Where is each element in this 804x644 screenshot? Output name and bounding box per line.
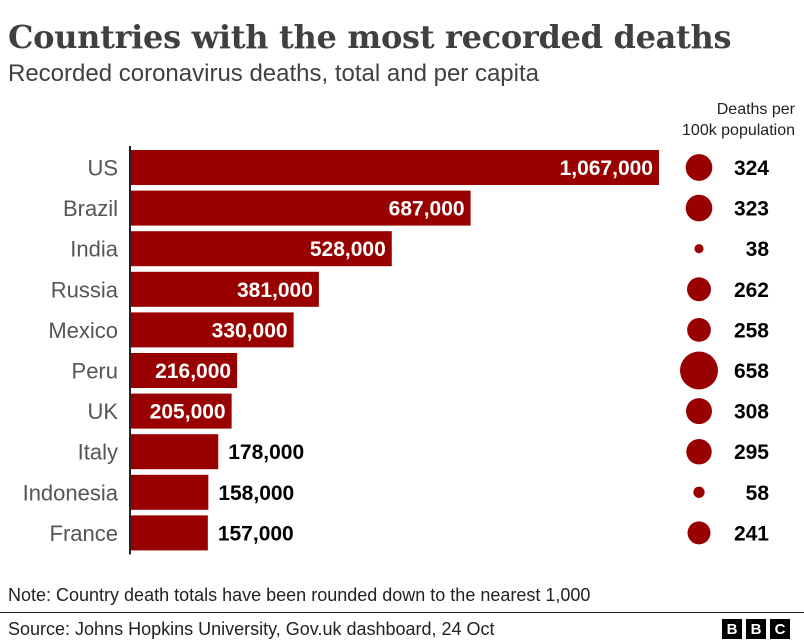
- bar-value-label: 158,000: [218, 482, 294, 505]
- bar: [130, 150, 659, 185]
- per-capita-value-label: 241: [734, 522, 769, 545]
- category-label: Russia: [51, 277, 119, 302]
- per-capita-circle: [694, 244, 704, 254]
- per-capita-header-line1: Deaths per: [716, 101, 795, 118]
- per-capita-value-label: 58: [746, 482, 770, 505]
- category-label: Peru: [72, 359, 118, 384]
- bar-value-label: 157,000: [218, 522, 294, 545]
- per-capita-value-label: 658: [734, 360, 769, 383]
- bar: [130, 271, 319, 307]
- chart-title: Countries with the most recorded deaths: [8, 18, 732, 56]
- per-capita-value-label: 38: [746, 238, 770, 261]
- source-line: Source: Johns Hopkins University, Gov.uk…: [8, 619, 495, 639]
- per-capita-circle: [685, 194, 713, 222]
- bbc-logo: B B C: [722, 619, 790, 639]
- per-capita-circle: [687, 521, 711, 545]
- bar: [130, 312, 294, 348]
- category-label: India: [70, 237, 118, 262]
- per-capita-value-label: 323: [734, 198, 769, 221]
- per-capita-circle: [685, 154, 713, 181]
- per-capita-circle: [687, 277, 711, 302]
- bar-value-label: 381,000: [237, 279, 313, 302]
- bar: [130, 474, 209, 510]
- per-capita-value-label: 308: [734, 401, 769, 424]
- per-capita-circle: [686, 398, 712, 425]
- per-capita-circle: [686, 438, 712, 465]
- category-label: France: [50, 521, 118, 546]
- footer-divider: [0, 612, 804, 613]
- per-capita-value-label: 258: [734, 319, 769, 342]
- bar-value-label: 1,067,000: [560, 157, 653, 180]
- logo-letter: C: [770, 619, 790, 639]
- bar-value-label: 687,000: [389, 198, 465, 221]
- category-label: Indonesia: [23, 480, 119, 505]
- footnote: Note: Country death totals have been rou…: [8, 585, 591, 605]
- bar-value-label: 178,000: [228, 441, 304, 464]
- per-capita-header-line2: 100k population: [682, 122, 795, 139]
- category-label: US: [87, 156, 118, 181]
- category-label: UK: [87, 399, 118, 424]
- per-capita-circle: [693, 486, 705, 498]
- bar-value-label: 216,000: [155, 360, 231, 383]
- per-capita-circle: [687, 318, 711, 342]
- category-label: Brazil: [63, 196, 118, 221]
- category-label: Italy: [78, 440, 118, 465]
- bar: [130, 353, 238, 388]
- per-capita-column-header: Deaths per 100k population: [615, 99, 795, 141]
- bar: [130, 231, 392, 267]
- category-label: Mexico: [48, 318, 118, 343]
- logo-letter: B: [722, 619, 742, 639]
- per-capita-value-label: 324: [734, 157, 769, 180]
- bar: [130, 393, 232, 429]
- bar-value-label: 330,000: [212, 319, 288, 342]
- bar: [130, 190, 471, 226]
- per-capita-value-label: 295: [734, 441, 769, 464]
- bar-value-label: 205,000: [150, 401, 226, 424]
- per-capita-circle: [680, 351, 718, 390]
- bar: [130, 515, 208, 551]
- bar-value-label: 528,000: [310, 238, 386, 261]
- logo-letter: B: [746, 619, 766, 639]
- per-capita-value-label: 262: [734, 279, 769, 302]
- chart-subtitle: Recorded coronavirus deaths, total and p…: [8, 60, 539, 87]
- bar: [130, 434, 219, 470]
